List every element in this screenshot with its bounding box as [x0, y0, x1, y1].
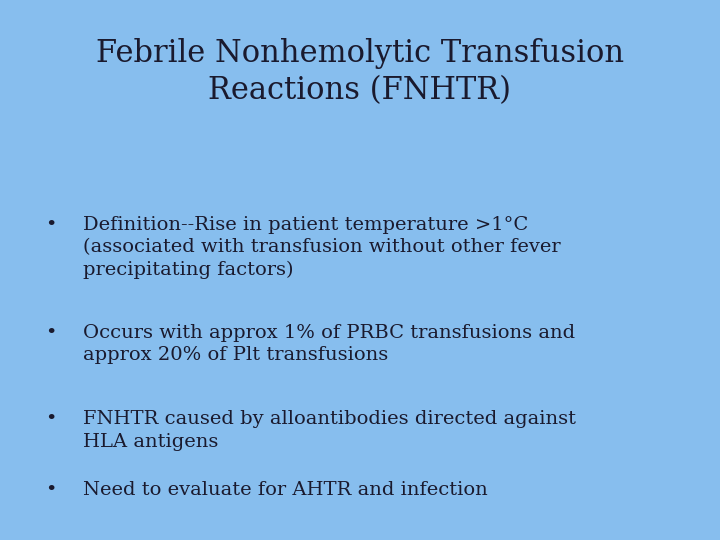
Text: •: • — [45, 410, 56, 428]
Text: •: • — [45, 216, 56, 234]
Text: Occurs with approx 1% of PRBC transfusions and
approx 20% of Plt transfusions: Occurs with approx 1% of PRBC transfusio… — [83, 324, 575, 364]
Text: Definition--Rise in patient temperature >1°C
(associated with transfusion withou: Definition--Rise in patient temperature … — [83, 216, 560, 279]
Text: •: • — [45, 324, 56, 342]
Text: •: • — [45, 481, 56, 498]
Text: FNHTR caused by alloantibodies directed against
HLA antigens: FNHTR caused by alloantibodies directed … — [83, 410, 576, 450]
Text: Febrile Nonhemolytic Transfusion
Reactions (FNHTR): Febrile Nonhemolytic Transfusion Reactio… — [96, 38, 624, 106]
Text: Need to evaluate for AHTR and infection: Need to evaluate for AHTR and infection — [83, 481, 487, 498]
